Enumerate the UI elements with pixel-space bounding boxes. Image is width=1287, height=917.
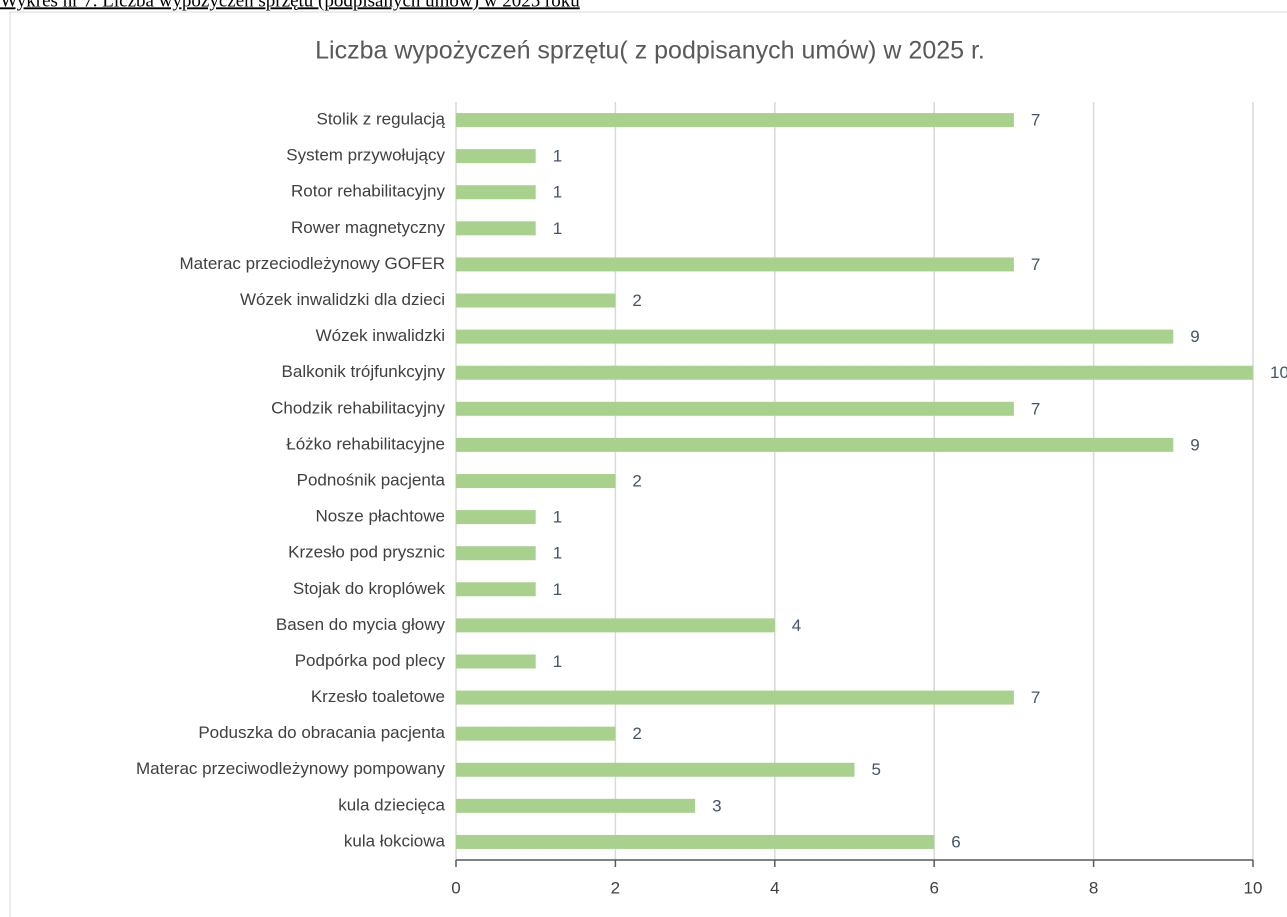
value-label: 2: [632, 291, 641, 310]
y-tick-label: Basen do mycia głowy: [276, 615, 446, 634]
y-tick-label: Łóżko rehabilitacyjne: [286, 434, 445, 453]
chart-border: [9, 11, 1287, 917]
y-tick-label: Materac przeciwodleżynowy pompowany: [136, 759, 445, 778]
value-label: 1: [553, 544, 562, 563]
bar: [456, 546, 536, 561]
value-label: 1: [553, 183, 562, 202]
chart-title: Liczba wypożyczeń sprzętu( z podpisanych…: [315, 37, 985, 65]
x-tick-label: 2: [611, 878, 620, 897]
y-tick-label: Krzesło toaletowe: [311, 687, 445, 706]
value-label: 9: [1190, 435, 1199, 454]
value-label: 7: [1031, 688, 1040, 707]
value-label: 1: [553, 508, 562, 527]
x-tick-label: 6: [929, 878, 938, 897]
bar: [456, 149, 536, 164]
bar: [456, 113, 1014, 128]
bar: [456, 726, 616, 741]
value-label: 5: [872, 760, 881, 779]
bar: [456, 618, 775, 633]
y-tick-label: kula dziecięca: [338, 795, 445, 814]
value-label: 1: [553, 147, 562, 166]
y-tick-label: Chodzik rehabilitacyjny: [271, 398, 445, 417]
value-label: 7: [1031, 111, 1040, 130]
value-label: 1: [553, 652, 562, 671]
bar: [456, 329, 1174, 344]
y-tick-label: Rower magnetyczny: [291, 218, 446, 237]
y-tick-label: Krzesło pod prysznic: [288, 543, 445, 562]
y-tick-label: Materac przeciodleżynowy GOFER: [180, 254, 445, 273]
value-label: 1: [553, 580, 562, 599]
value-label: 10: [1270, 363, 1287, 382]
value-label: 7: [1031, 399, 1040, 418]
y-tick-label: Poduszka do obracania pacjenta: [198, 723, 445, 742]
bar: [456, 762, 855, 777]
bar: [456, 257, 1014, 272]
y-tick-label: Nosze płachtowe: [316, 507, 445, 526]
bar: [456, 293, 616, 308]
bar: [456, 582, 536, 597]
bar: [456, 221, 536, 236]
x-tick-label: 0: [451, 878, 460, 897]
value-label: 3: [712, 796, 721, 815]
value-label: 7: [1031, 255, 1040, 274]
value-label: 6: [951, 832, 960, 851]
y-tick-label: Podpórka pod plecy: [295, 651, 446, 670]
x-tick-label: 4: [770, 878, 779, 897]
bar: [456, 185, 536, 200]
bar: [456, 798, 696, 813]
y-tick-label: Stolik z regulacją: [316, 110, 445, 129]
value-label: 2: [632, 471, 641, 490]
value-label: 2: [632, 724, 641, 743]
bar: [456, 654, 536, 669]
x-tick-label: 8: [1089, 878, 1098, 897]
bar: [456, 474, 616, 488]
y-tick-label: Wózek inwalidzki: [316, 326, 445, 345]
bar: [456, 510, 536, 525]
caption: Wykres nr 7. Liczba wypożyczeń sprzętu (…: [0, 0, 580, 11]
bar: [456, 834, 935, 849]
bar: [456, 365, 1253, 380]
bar: [456, 690, 1014, 705]
y-tick-label: System przywołujący: [286, 146, 445, 165]
value-label: 1: [553, 219, 562, 238]
y-tick-label: Rotor rehabilitacyjny: [291, 182, 446, 201]
value-label: 4: [792, 616, 801, 635]
bar: [456, 401, 1014, 416]
bar: [456, 437, 1174, 452]
x-tick-label: 10: [1244, 878, 1263, 897]
value-label: 9: [1190, 327, 1199, 346]
y-tick-label: Stojak do kroplówek: [293, 579, 446, 598]
y-tick-label: kula łokciowa: [344, 831, 446, 850]
y-tick-label: Balkonik trójfunkcyjny: [282, 362, 446, 381]
y-tick-label: Wózek inwalidzki dla dzieci: [240, 290, 445, 309]
y-tick-label: Podnośnik pacjenta: [297, 470, 446, 489]
